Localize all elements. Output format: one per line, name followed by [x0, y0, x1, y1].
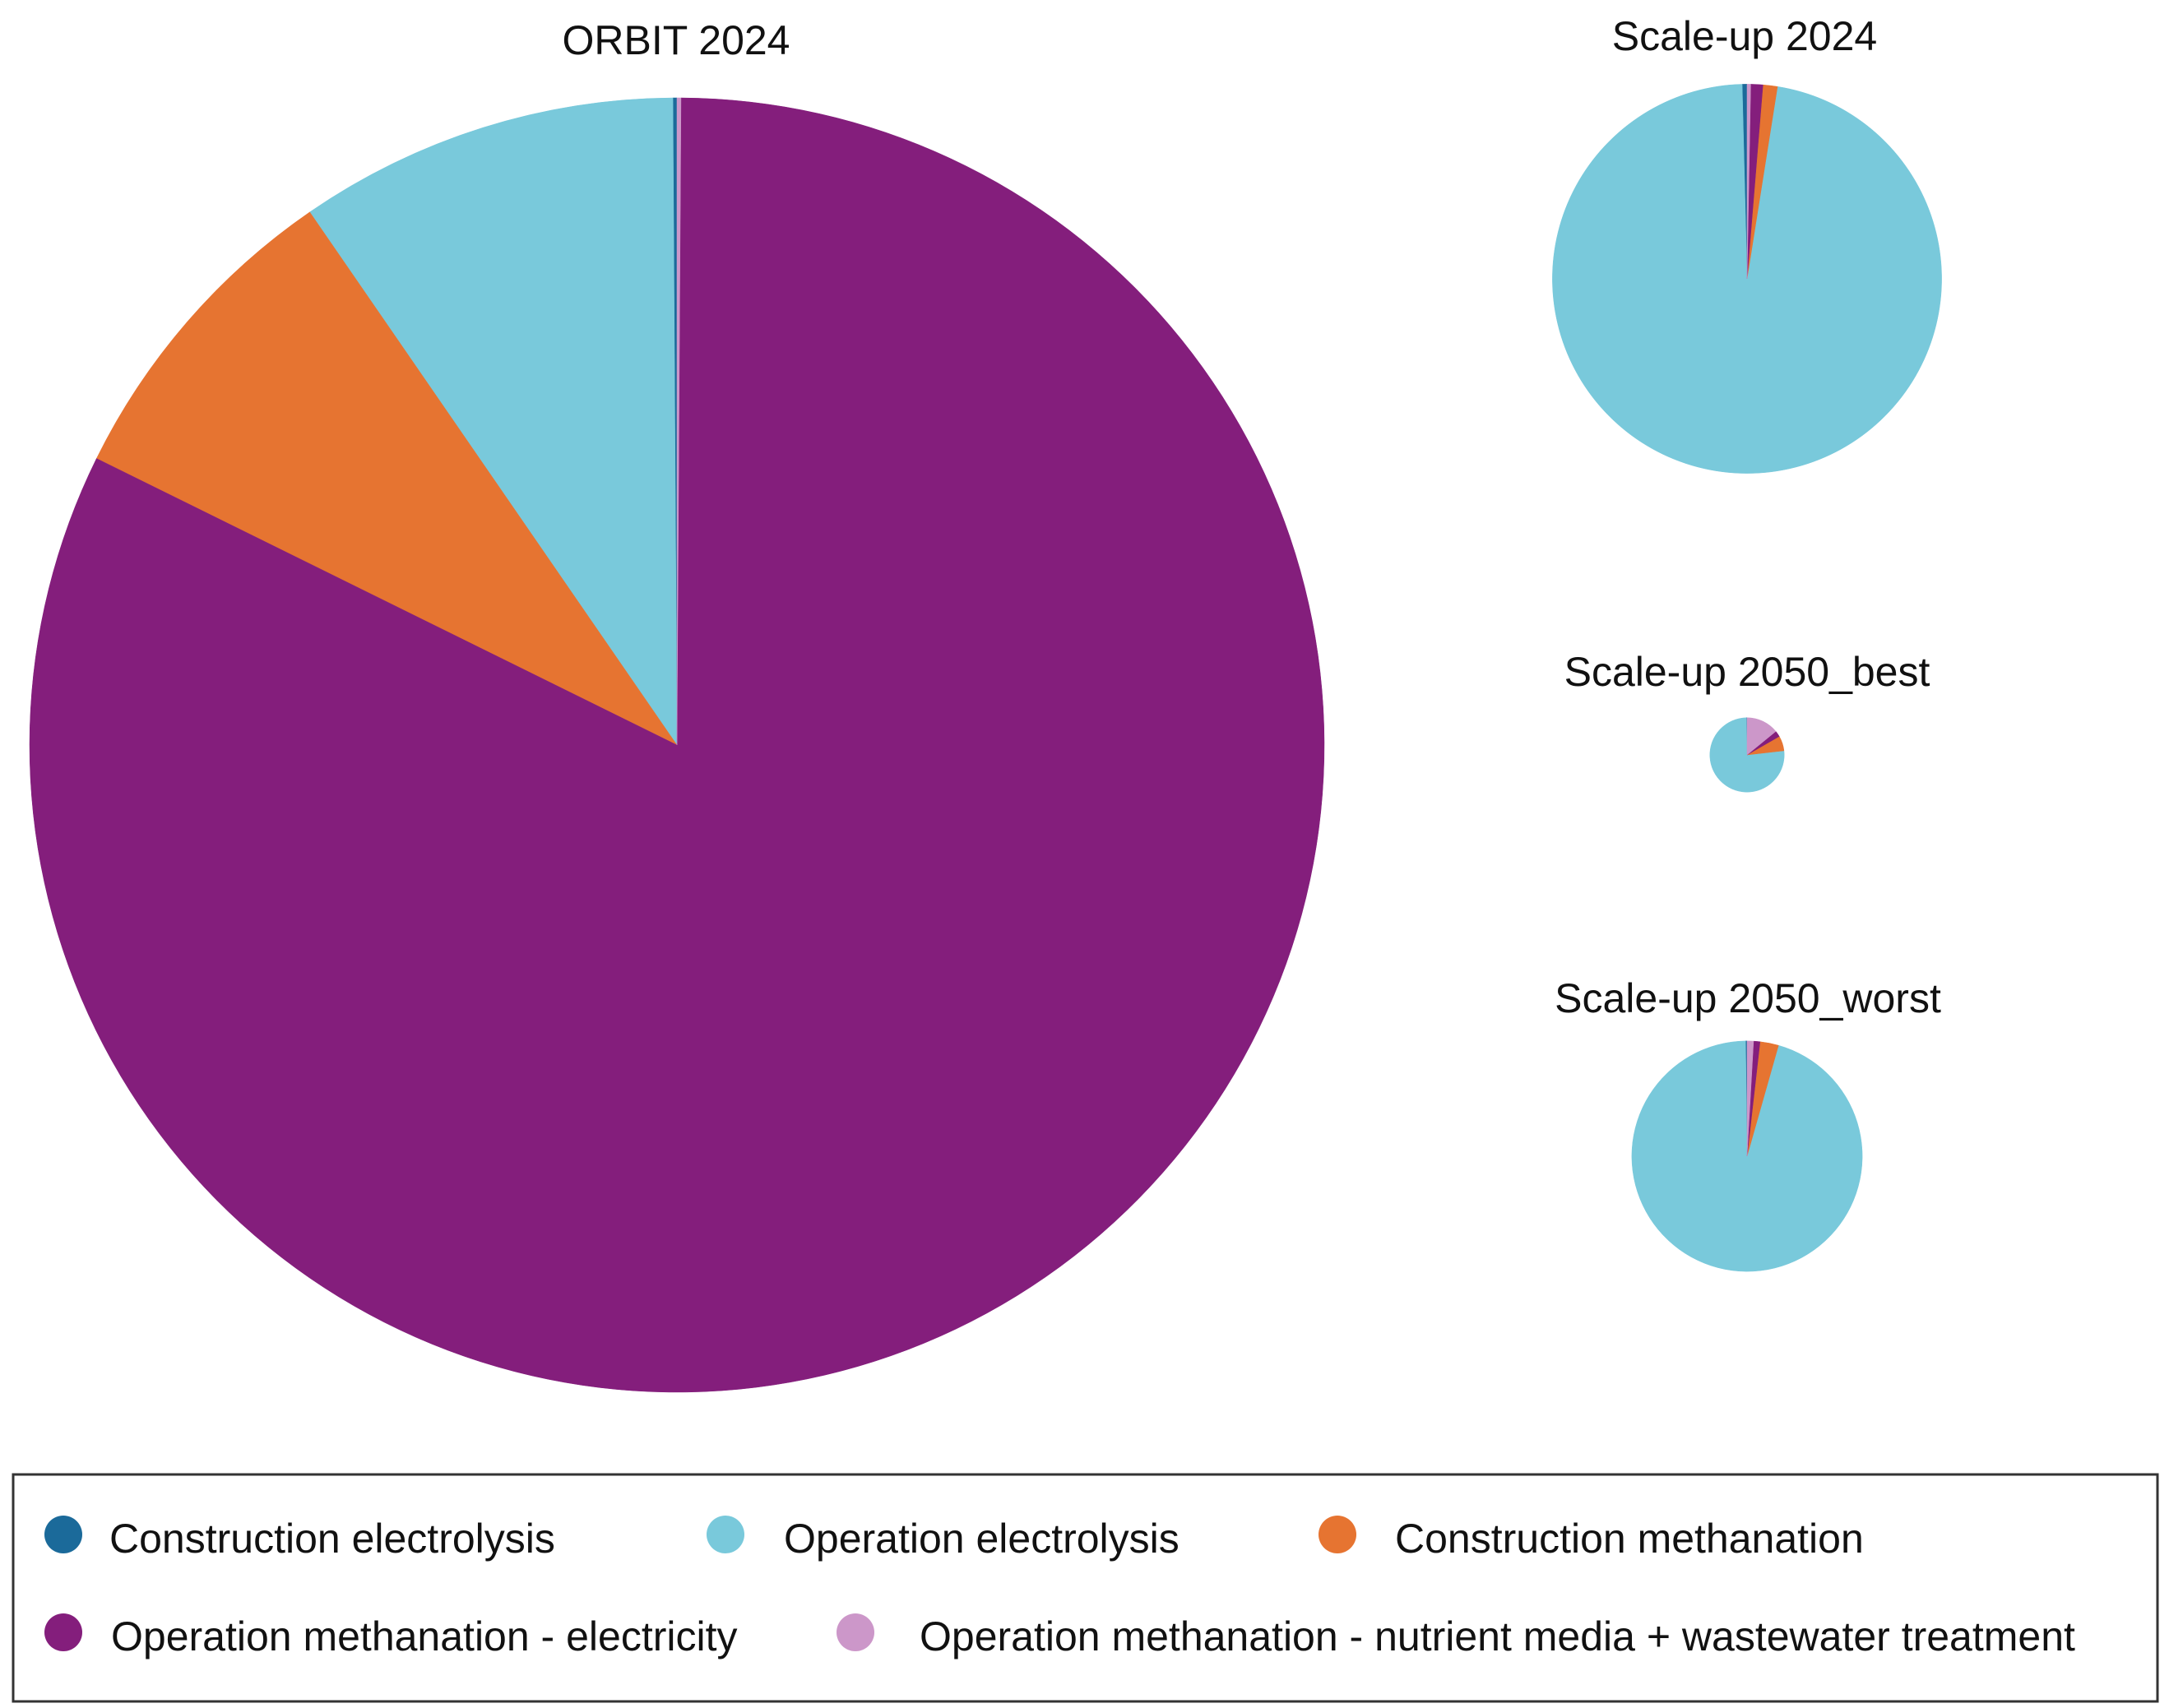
legend-frame — [12, 1473, 2159, 1703]
pie-title-scale-up-2050-worst: Scale-up 2050_worst — [1555, 975, 1941, 1021]
pie-scale-up-2050-worst — [1631, 1040, 1863, 1272]
legend-label-construction-methanation: Construction methanation — [1395, 1516, 1864, 1562]
legend-marker-operation-methanation-electricity — [44, 1613, 82, 1651]
legend: Construction electrolysis Operation elec… — [12, 1473, 2159, 1703]
slice-scale-up-2050-worst-operation-methanation-nutrient-media — [1746, 1040, 1754, 1157]
pie-title-scale-up-2024: Scale-up 2024 — [1612, 13, 1877, 59]
legend-label-construction-electrolysis: Construction electrolysis — [109, 1516, 555, 1562]
slice-orbit-2024-operation-methanation-nutrient-media — [676, 97, 682, 746]
slice-orbit-2024-construction-methanation — [96, 211, 678, 746]
pie-title-scale-up-2050-best: Scale-up 2050_best — [1564, 649, 1930, 695]
legend-marker-construction-electrolysis — [44, 1516, 82, 1553]
legend-label-operation-methanation-nutrient-media: Operation methanation - nutrient media +… — [920, 1613, 2075, 1659]
legend-marker-operation-electrolysis — [707, 1516, 744, 1553]
pie-title-orbit-2024: ORBIT 2024 — [562, 17, 790, 63]
slice-scale-up-2050-best-operation-electrolysis — [1709, 717, 1785, 793]
pies-layer — [29, 84, 1942, 1393]
legend-label-operation-methanation-electricity: Operation methanation - electricity — [111, 1613, 737, 1659]
legend-marker-construction-methanation — [1319, 1516, 1356, 1553]
slice-scale-up-2024-operation-electrolysis — [1552, 84, 1942, 474]
legend-marker-operation-methanation-nutrient-media — [837, 1613, 874, 1651]
pie-scale-up-2050-best — [1709, 717, 1785, 793]
pie-titles: ORBIT 2024 Scale-up 2024 Scale-up 2050_b… — [562, 13, 1940, 1021]
slice-orbit-2024-operation-electrolysis — [309, 97, 678, 746]
pie-orbit-2024 — [29, 97, 1325, 1393]
legend-label-operation-electrolysis: Operation electrolysis — [784, 1516, 1180, 1562]
pie-scale-up-2024 — [1552, 84, 1942, 474]
slice-scale-up-2050-best-operation-methanation-nutrient-media — [1746, 717, 1777, 756]
slice-scale-up-2024-operation-methanation-nutrient-media — [1746, 84, 1751, 280]
